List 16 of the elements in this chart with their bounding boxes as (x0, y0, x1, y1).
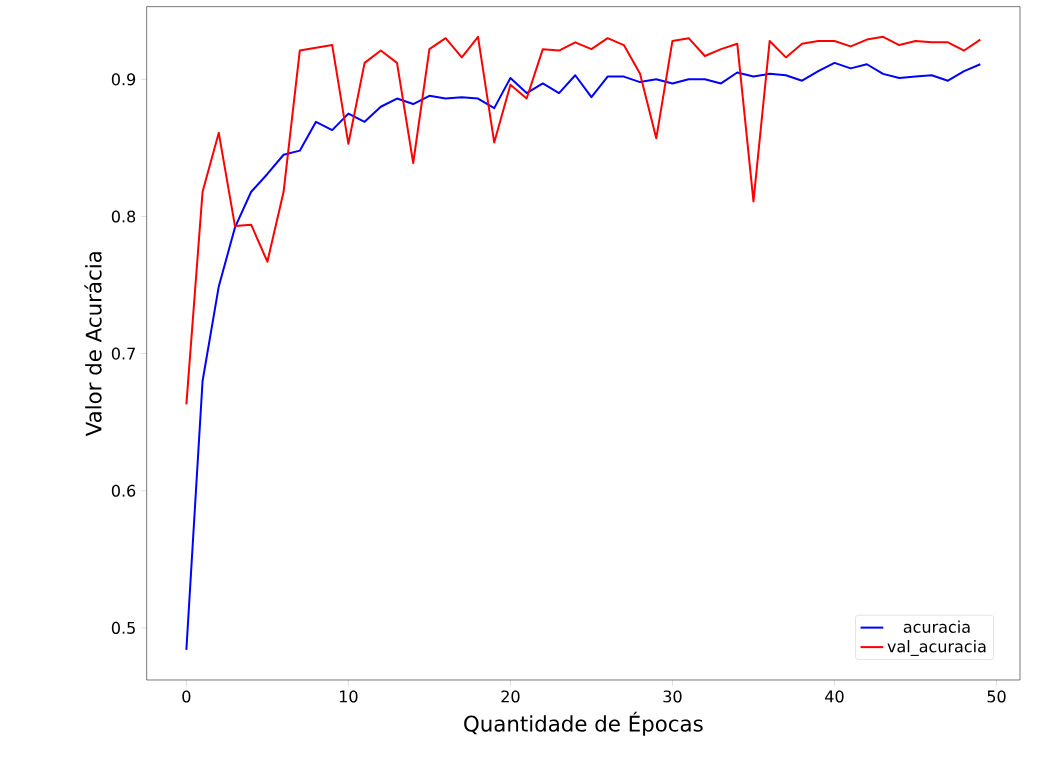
x-tick-label: 20 (501, 690, 520, 703)
legend-label: val_acuracia (887, 640, 986, 656)
y-axis-title: Valor de Acurácia (84, 252, 102, 437)
x-tick-label: 40 (825, 690, 844, 703)
line-series (185, 35, 982, 406)
x-tick-label: 30 (663, 690, 682, 703)
y-tick-label: 0.5 (111, 621, 135, 634)
legend-label: acuracia (903, 620, 970, 633)
x-tick-label: 10 (339, 690, 358, 703)
x-tick-label: 50 (987, 690, 1006, 703)
y-tick-label: 0.9 (111, 73, 136, 86)
y-tick-label: 0.8 (111, 210, 136, 223)
x-axis-title: Quantidade de Épocas (464, 711, 703, 736)
x-tick-label: 0 (182, 690, 191, 703)
y-tick-label: 0.7 (111, 347, 135, 360)
y-tick-label: 0.6 (111, 484, 136, 497)
